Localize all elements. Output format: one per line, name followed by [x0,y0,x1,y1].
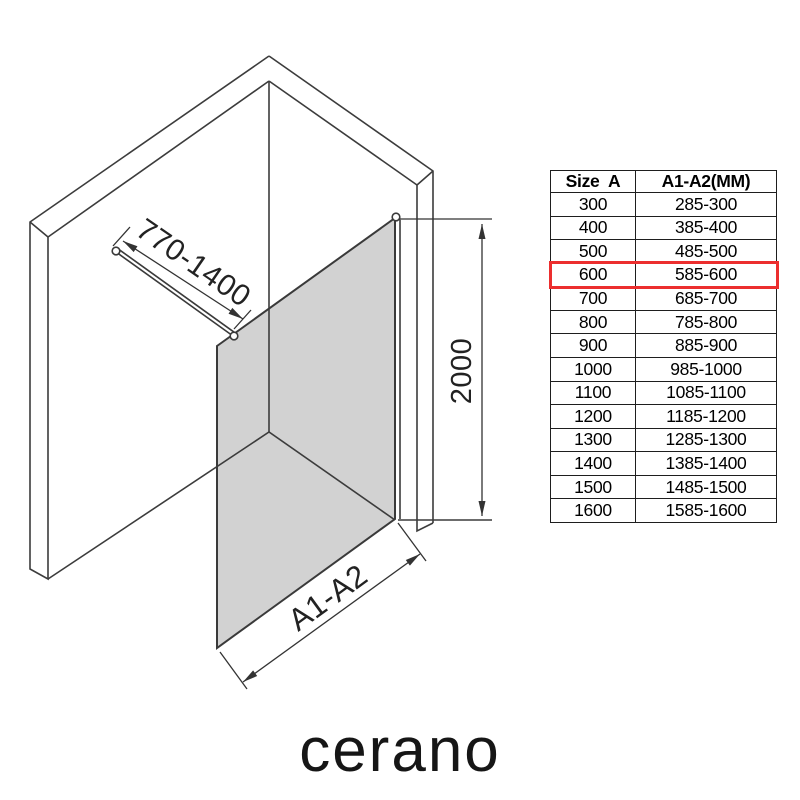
table-cell: 1200 [550,404,636,429]
floor-line [47,431,396,580]
table-header-row: Size A A1-A2(MM) [550,170,777,193]
table-cell: 600 [550,262,636,288]
width-dimension [219,522,427,690]
table-row: 900 885-900 [550,333,777,358]
table-cell: 985-1000 [635,356,777,382]
width-dim-ext-left [219,651,248,690]
table-cell: 585-600 [635,262,777,288]
wall-lines [29,55,492,581]
table-cell: 1300 [550,427,636,453]
height-dimension [401,218,492,516]
connectors [111,212,401,341]
table-cell: 1485-1500 [635,474,777,500]
size-column-header: Size A [550,170,636,193]
table-cell: 300 [550,192,636,217]
table-cell: 485-500 [635,239,777,264]
table-cell: 500 [550,239,636,264]
right-wall-end-face [416,170,434,533]
profile-top-connector [391,212,401,222]
range-column-header: A1-A2(MM) [635,170,777,193]
table-cell: 800 [550,309,636,335]
table-cell: 1000 [550,356,636,382]
table-row: 1100 1085-1100 [550,380,777,406]
bar-dim-tick-end [233,309,252,330]
left-wall [29,55,270,581]
table-row: 800 785-800 [550,309,777,335]
table-row-highlighted: 600 585-600 [548,261,779,289]
table-cell: 785-800 [635,309,777,335]
table-cell: 885-900 [635,333,777,358]
bar-glass-connector [229,331,239,341]
size-table: Size A A1-A2(MM) 300 285-300 400 385-400 500… [548,170,779,523]
width-dim-ext-right [397,522,427,562]
glass-panel-fill [217,218,395,648]
table-cell: 700 [550,286,636,311]
table-cell: 1285-1300 [635,427,777,453]
bar-dim-tick-start [112,226,131,247]
table-row: 1000 985-1000 [550,356,777,382]
table-row: 1500 1485-1500 [550,474,777,500]
brand-logo: cerano [299,716,501,785]
table-row: 400 385-400 [550,215,777,241]
width-dim-line [242,553,421,683]
table-row: 1300 1285-1300 [550,427,777,453]
left-wall-end-face [29,221,49,238]
table-row: 1200 1185-1200 [550,404,777,429]
table-cell: 1085-1100 [635,380,777,406]
table-row: 300 285-300 [550,192,777,217]
glass-panel [216,216,401,650]
table-cell: 1385-1400 [635,451,777,476]
right-wall-inner-top [268,80,418,186]
table-cell: 1585-1600 [635,498,777,523]
table-cell: 285-300 [635,192,777,217]
table-cell: 1100 [550,380,636,406]
table-cell: 900 [550,333,636,358]
table-row: 1600 1585-1600 [550,498,777,523]
table-cell: 1600 [550,498,636,523]
bar-dim-line [122,240,244,320]
table-row: 500 485-500 [550,239,777,264]
table-row: 1400 1385-1400 [550,451,777,476]
size-table-body: 300 285-300 400 385-400 500 485-500 600 585-600… [548,192,779,523]
table-row: 700 685-700 [550,286,777,311]
bar-dimension-label: 770-1400 [130,213,256,314]
table-cell: 1185-1200 [635,404,777,429]
glass-panel-outline [216,216,396,650]
table-cell: 400 [550,215,636,241]
bar-wall-connector [111,246,121,256]
table-cell: 1400 [550,451,636,476]
table-cell: 385-400 [635,215,777,241]
table-cell: 685-700 [635,286,777,311]
height-dimension-label: 2000 [446,338,478,405]
bar-dimension [112,226,252,330]
table-cell: 1500 [550,474,636,500]
